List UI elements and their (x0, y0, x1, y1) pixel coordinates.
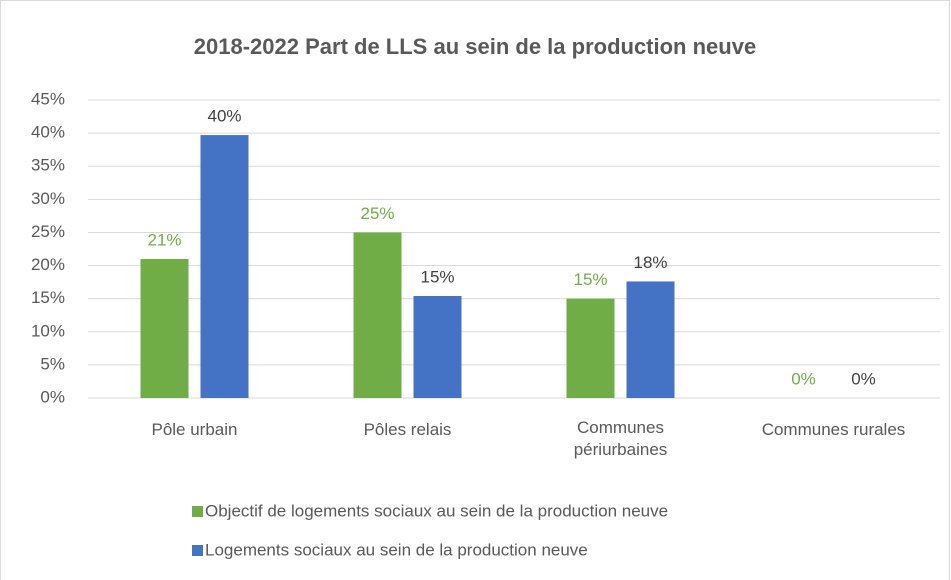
chart-title: 2018-2022 Part de LLS au sein de la prod… (194, 34, 756, 59)
bar (200, 135, 249, 398)
bar (566, 298, 615, 398)
y-tick-label: 0% (40, 387, 65, 406)
y-tick-label: 45% (31, 89, 65, 108)
x-tick-label: Communes rurales (761, 420, 906, 439)
legend-swatch (192, 506, 203, 517)
data-label: 40% (207, 107, 241, 126)
bar (140, 258, 189, 398)
bar (413, 296, 462, 398)
bar (626, 281, 675, 398)
y-tick-label: 30% (31, 189, 65, 208)
x-tick-label: Pôles relais (363, 420, 452, 439)
data-label: 25% (360, 204, 394, 223)
legend-swatch (192, 545, 203, 556)
bar (353, 232, 402, 398)
data-label: 0% (791, 369, 816, 388)
y-tick-label: 35% (31, 156, 65, 175)
y-tick-label: 15% (31, 288, 65, 307)
y-tick-label: 10% (31, 321, 65, 340)
legend-label: Logements sociaux au sein de la producti… (205, 540, 588, 559)
legend-label: Objectif de logements sociaux au sein de… (205, 501, 668, 520)
y-tick-label: 5% (40, 354, 65, 373)
data-label: 15% (420, 268, 454, 287)
y-tick-label: 40% (31, 123, 65, 142)
y-tick-label: 20% (31, 255, 65, 274)
data-label: 18% (633, 253, 667, 272)
data-label: 21% (147, 230, 181, 249)
y-tick-label: 25% (31, 222, 65, 241)
x-tick-label: Communes périurbaines (573, 418, 668, 459)
data-label: 15% (573, 270, 607, 289)
data-label: 0% (851, 369, 876, 388)
x-tick-label: Pôle urbain (151, 420, 238, 439)
